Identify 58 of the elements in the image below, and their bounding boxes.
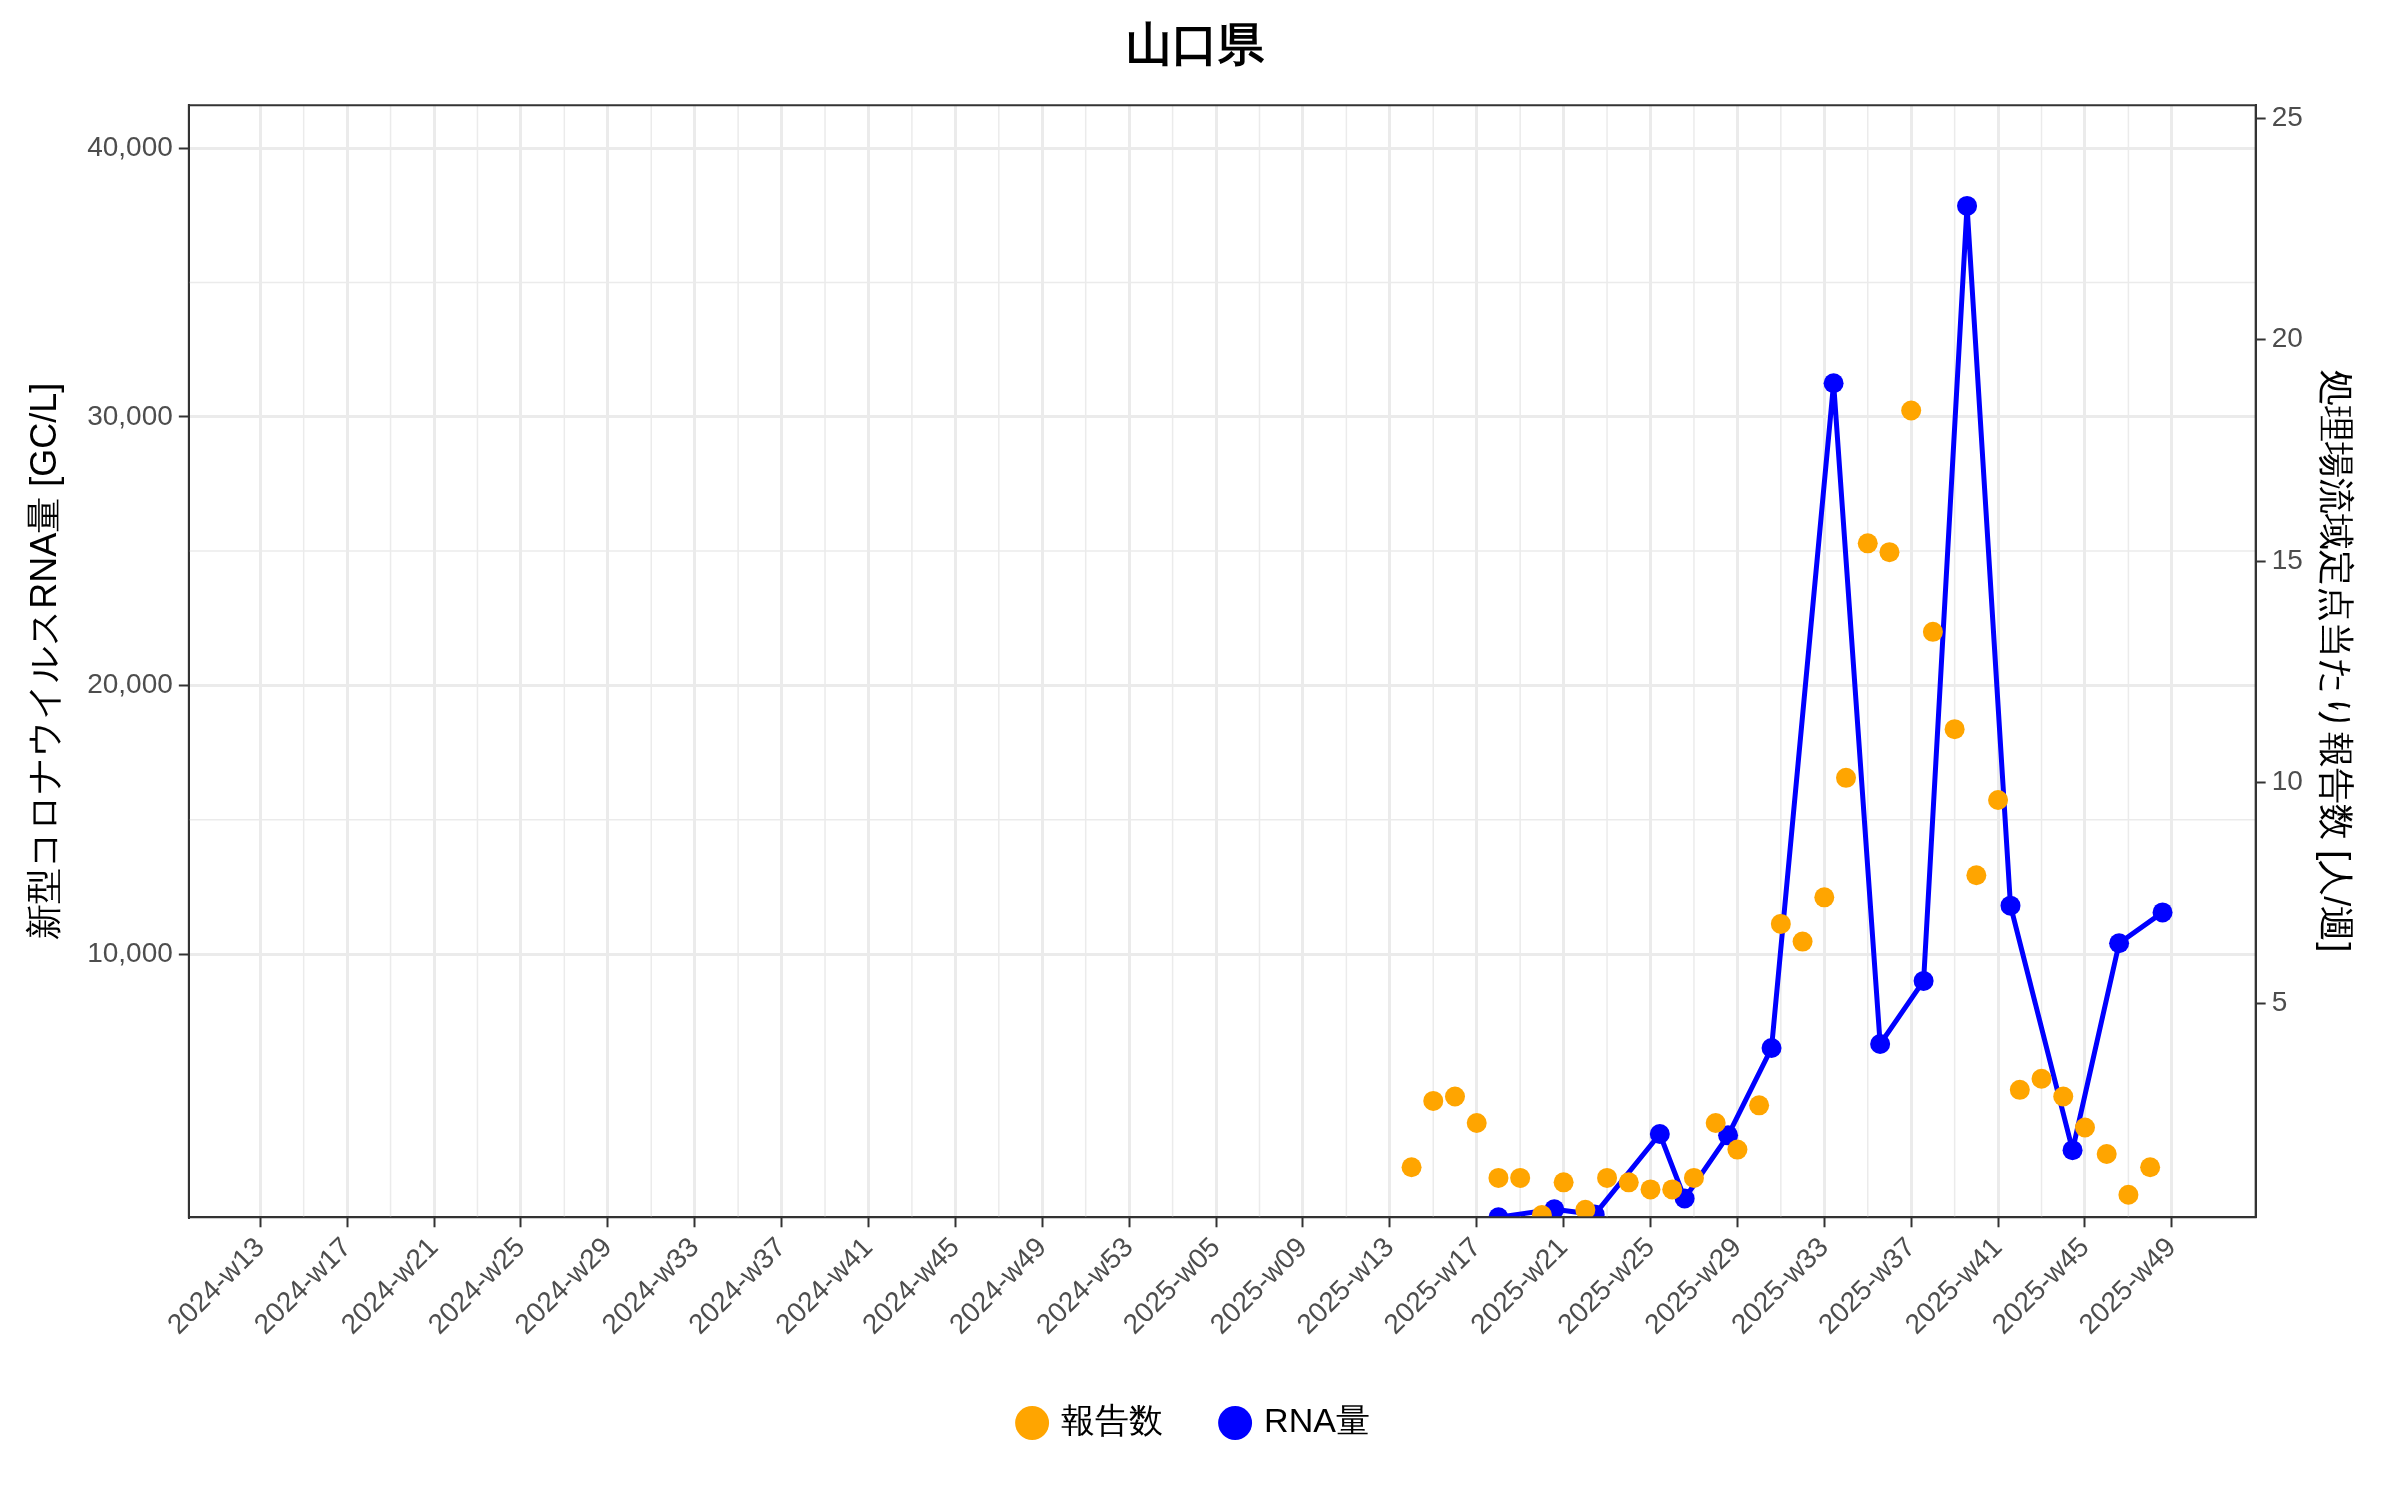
point	[1649, 1124, 1670, 1145]
y2-tick-label: 20	[2271, 322, 2303, 354]
y-tick-label: 10,000	[87, 936, 173, 968]
point	[1445, 1086, 1465, 1107]
point	[2096, 1144, 2117, 1164]
point	[1823, 373, 1844, 394]
chart-title: 山口県	[1126, 18, 1265, 71]
y-axis-title: 新型コロナウイルスRNA量 [GC/L]	[22, 382, 64, 940]
point	[1618, 1172, 1639, 1193]
point	[1814, 887, 1835, 908]
point	[1597, 1167, 1618, 1188]
y2-axis-title: 処理場流域定点当たり報告数 [人/週]	[2316, 370, 2358, 953]
point	[2009, 1079, 2030, 1100]
point	[1770, 913, 1791, 934]
point	[1944, 719, 1965, 740]
point	[1466, 1113, 1487, 1134]
point	[1792, 931, 1813, 952]
point	[1705, 1113, 1726, 1134]
point	[1423, 1090, 1444, 1111]
point	[1988, 789, 2009, 810]
point	[1836, 767, 1857, 788]
y2-tick-label: 15	[2271, 543, 2303, 575]
y-tick-label: 40,000	[87, 130, 173, 162]
point	[1966, 865, 1987, 886]
point	[1901, 400, 1922, 421]
point	[1510, 1167, 1531, 1188]
point	[1640, 1179, 1661, 1200]
point	[1857, 533, 1878, 554]
point	[2031, 1068, 2052, 1089]
y2-tick-label: 10	[2271, 764, 2303, 796]
point	[1662, 1179, 1683, 1200]
y2-tick-label: 25	[2271, 101, 2303, 133]
point	[1683, 1167, 1704, 1188]
point	[1913, 970, 1934, 991]
point	[2062, 1140, 2083, 1161]
y2-tick-label: 5	[2271, 986, 2288, 1018]
point	[1879, 542, 1900, 563]
point	[2109, 933, 2130, 954]
point	[1870, 1034, 1891, 1055]
point	[1401, 1157, 1422, 1178]
point	[2000, 895, 2021, 916]
point	[1575, 1199, 1596, 1218]
point	[1488, 1167, 1509, 1188]
y-tick-label: 30,000	[87, 399, 173, 431]
y-tick-label: 20,000	[87, 668, 173, 700]
point	[1761, 1038, 1782, 1059]
point	[1957, 195, 1978, 216]
point	[1553, 1172, 1574, 1193]
point	[1749, 1095, 1770, 1116]
point	[2074, 1117, 2095, 1138]
point	[1922, 621, 1943, 642]
point	[1727, 1139, 1748, 1160]
legend-label: 報告数	[1061, 1401, 1164, 1440]
legend-label: RNA量	[1264, 1401, 1370, 1440]
point	[2053, 1086, 2074, 1107]
point	[2140, 1157, 2161, 1178]
point	[2118, 1184, 2139, 1205]
point	[2152, 902, 2173, 923]
